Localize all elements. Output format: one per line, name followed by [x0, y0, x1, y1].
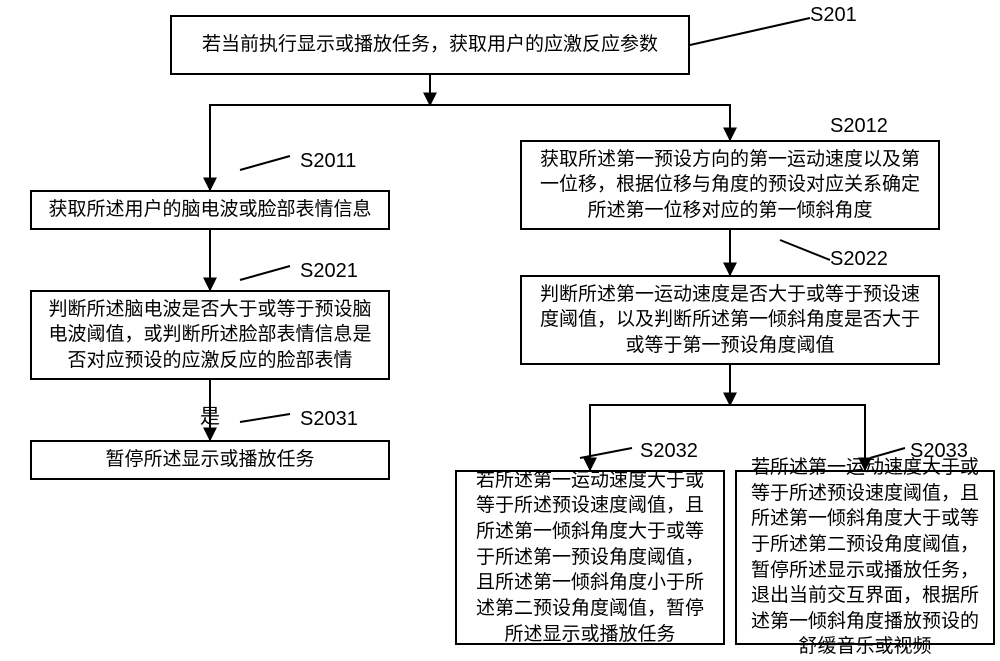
node-text: 判断所述第一运动速度是否大于或等于预设速度阈值，以及判断所述第一倾斜角度是否大于… — [532, 282, 928, 359]
label-text: S2032 — [640, 440, 698, 462]
node-text: 暂停所述显示或播放任务 — [105, 447, 314, 473]
node-s2012: 获取所述第一预设方向的第一运动速度以及第一位移，根据位移与角度的预设对应关系确定… — [520, 140, 940, 230]
node-text: 若当前执行显示或播放任务，获取用户的应激反应参数 — [202, 32, 658, 58]
flowchart-canvas: 若当前执行显示或播放任务，获取用户的应激反应参数 S201 获取所述用户的脑电波… — [0, 0, 1000, 661]
edge-label-yes: 是 — [200, 400, 220, 429]
label-text: S201 — [810, 4, 857, 26]
label-s2012: S2012 — [830, 115, 888, 138]
node-s2011: 获取所述用户的脑电波或脸部表情信息 — [30, 190, 390, 230]
node-text: 若所述第一运动速度大于或等于所述预设速度阈值，且所述第一倾斜角度大于或等于所述第… — [747, 455, 983, 660]
label-text: S2011 — [300, 150, 356, 172]
node-s201: 若当前执行显示或播放任务，获取用户的应激反应参数 — [170, 15, 690, 75]
label-text: S2033 — [910, 440, 968, 462]
label-text: S2012 — [830, 115, 888, 137]
node-text: 判断所述脑电波是否大于或等于预设脑电波阈值，或判断所述脸部表情信息是否对应预设的… — [42, 297, 378, 374]
label-s2021: S2021 — [300, 260, 358, 283]
label-text: 是 — [200, 406, 220, 428]
label-s2031: S2031 — [300, 408, 358, 431]
node-s2031: 暂停所述显示或播放任务 — [30, 440, 390, 480]
label-text: S2021 — [300, 260, 358, 282]
node-s2021: 判断所述脑电波是否大于或等于预设脑电波阈值，或判断所述脸部表情信息是否对应预设的… — [30, 290, 390, 380]
node-text: 若所述第一运动速度大于或等于所述预设速度阈值，且所述第一倾斜角度大于或等于所述第… — [467, 468, 713, 647]
label-s201: S201 — [810, 4, 857, 27]
label-s2032: S2032 — [640, 440, 698, 463]
label-text: S2022 — [830, 248, 888, 270]
label-s2033: S2033 — [910, 440, 968, 463]
node-s2033: 若所述第一运动速度大于或等于所述预设速度阈值，且所述第一倾斜角度大于或等于所述第… — [735, 470, 995, 645]
node-text: 获取所述用户的脑电波或脸部表情信息 — [48, 197, 371, 223]
label-text: S2031 — [300, 408, 358, 430]
label-s2011: S2011 — [300, 150, 356, 173]
node-s2032: 若所述第一运动速度大于或等于所述预设速度阈值，且所述第一倾斜角度大于或等于所述第… — [455, 470, 725, 645]
node-text: 获取所述第一预设方向的第一运动速度以及第一位移，根据位移与角度的预设对应关系确定… — [532, 147, 928, 224]
node-s2022: 判断所述第一运动速度是否大于或等于预设速度阈值，以及判断所述第一倾斜角度是否大于… — [520, 275, 940, 365]
label-s2022: S2022 — [830, 248, 888, 271]
